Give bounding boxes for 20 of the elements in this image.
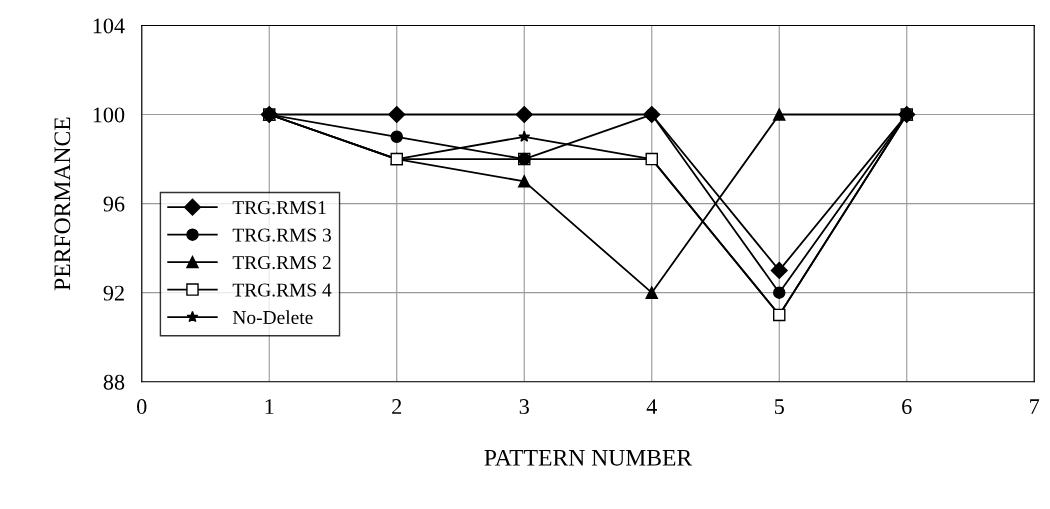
x-tick-label: 2: [392, 399, 402, 414]
x-tick-label: 1: [265, 399, 274, 414]
x-tick-label: 0: [137, 399, 147, 415]
y-tick-label: 96: [103, 196, 125, 212]
x-tick-label: 5: [774, 399, 784, 415]
legend-label: No-Delete: [232, 310, 313, 325]
x-tick-label: 3: [519, 399, 529, 415]
x-tick-label: 7: [1030, 399, 1040, 414]
legend-label: TRG.RMS 2: [232, 256, 331, 270]
y-tick-label: 88: [103, 374, 125, 390]
y-axis-title: PERFORMANCE: [54, 117, 71, 291]
y-tick-label: 100: [93, 107, 125, 123]
x-tick-label: 6: [902, 399, 912, 415]
y-tick-label: 92: [103, 285, 124, 301]
y-tick-label: 104: [93, 18, 125, 34]
x-tick-label: 4: [646, 399, 657, 414]
x-axis-title: PATTERN NUMBER: [484, 449, 693, 466]
legend-label: TRG.RMS 3: [232, 228, 331, 242]
legend-label: TRG.RMS1: [232, 201, 326, 215]
legend-label: TRG.RMS 4: [232, 283, 332, 297]
